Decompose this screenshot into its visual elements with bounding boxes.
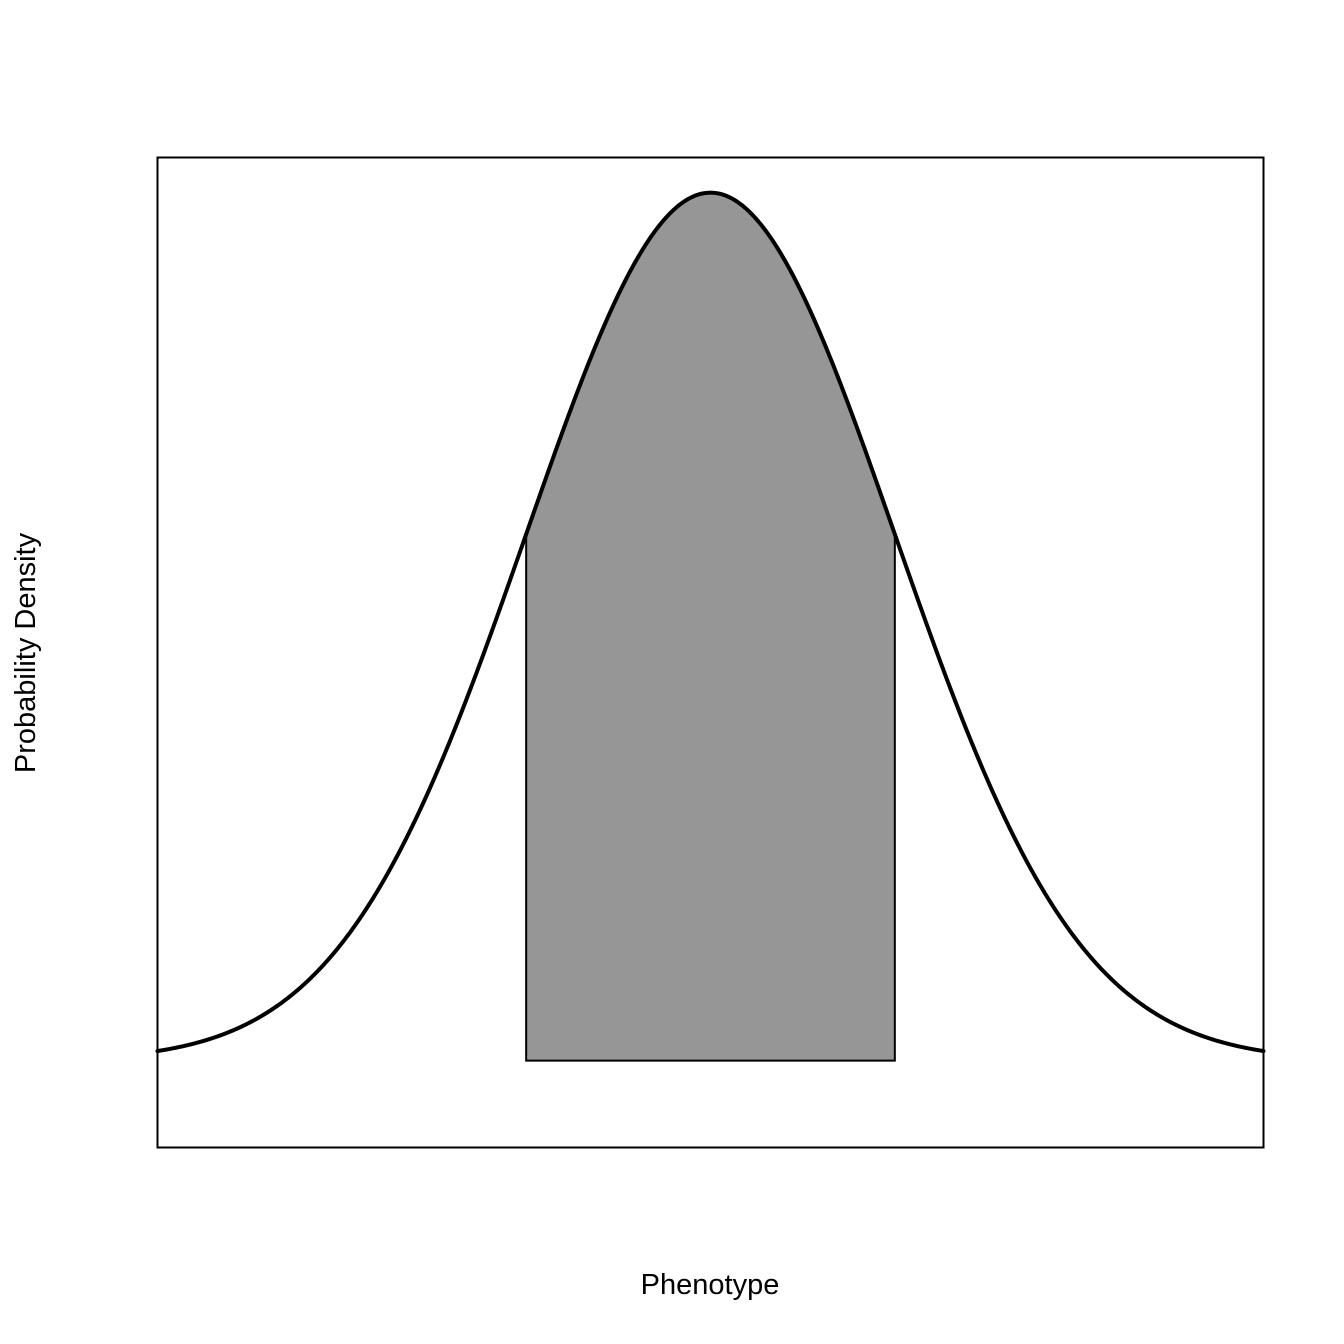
plot-frame: [156, 156, 1265, 1149]
density-curve: [155, 190, 1266, 1054]
y-axis-title: Probability Density: [10, 532, 42, 773]
chart-marks: [155, 190, 1266, 1062]
x-axis-title: Phenotype: [641, 1269, 780, 1301]
